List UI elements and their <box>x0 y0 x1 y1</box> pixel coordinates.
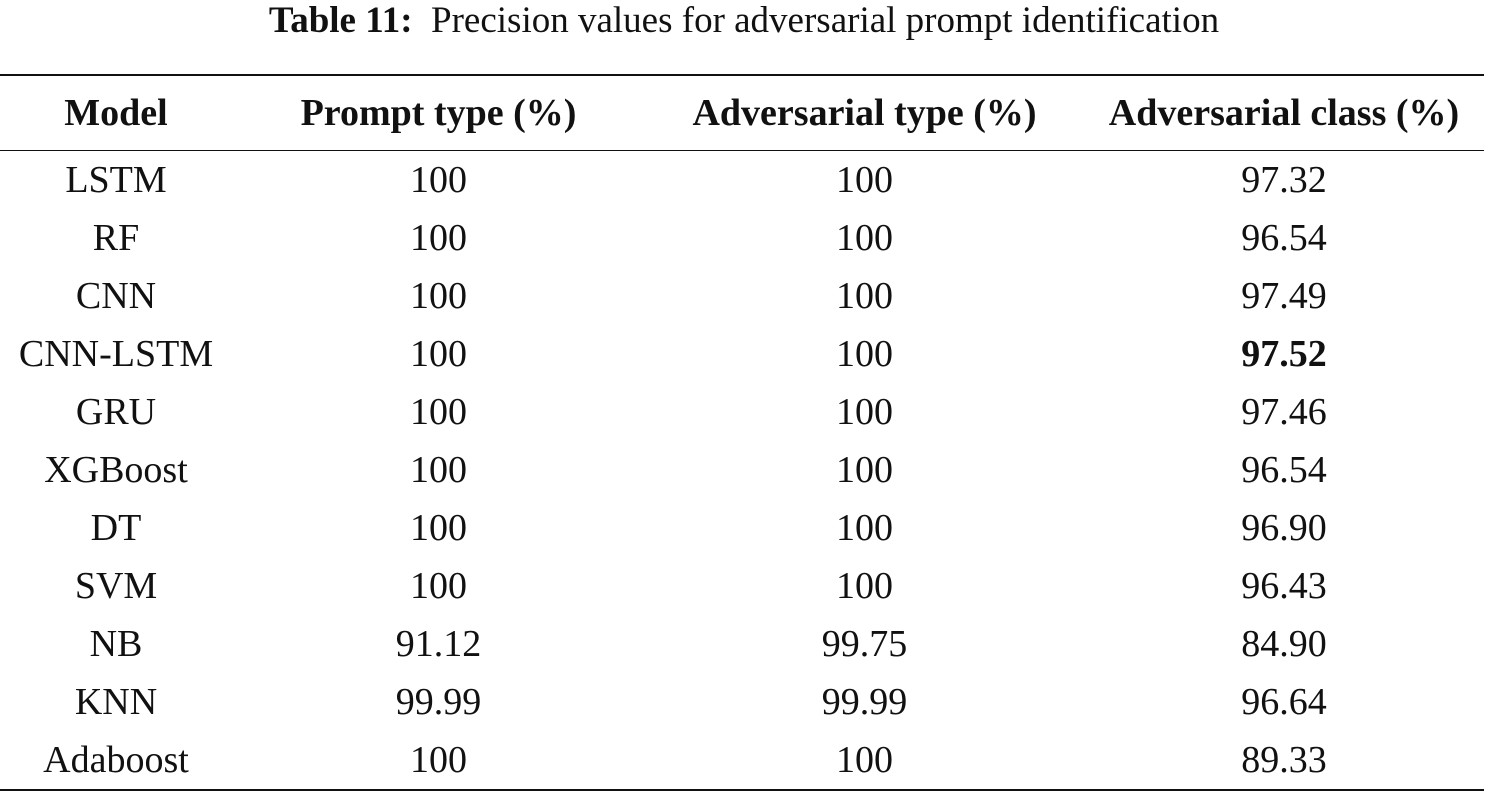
header-adversarial-class: Adversarial class (%) <box>1084 75 1484 151</box>
cell-adversarial-class: 97.52 <box>1241 333 1327 375</box>
header-row: Model Prompt type (%) Adversarial type (… <box>0 75 1484 151</box>
cell-adversarial-type: 100 <box>836 449 893 491</box>
cell-model: GRU <box>75 391 157 433</box>
cell-adversarial-class: 96.43 <box>1241 565 1327 607</box>
cell-adversarial-class: 97.46 <box>1241 391 1327 433</box>
table-row: XGBoost 100 100 96.54 <box>0 441 1484 499</box>
cell-adversarial-type: 100 <box>836 333 893 375</box>
table-caption: Table 11: Precision values for adversari… <box>0 0 1488 46</box>
cell-model: CNN <box>75 275 157 317</box>
cell-adversarial-type: 100 <box>836 159 893 201</box>
header-adversarial-type: Adversarial type (%) <box>645 75 1084 151</box>
cell-model: KNN <box>74 681 158 723</box>
cell-adversarial-type: 100 <box>836 391 893 433</box>
cell-prompt-type: 100 <box>410 333 467 375</box>
cell-adversarial-class: 96.54 <box>1241 217 1327 259</box>
cell-prompt-type: 100 <box>410 391 467 433</box>
header-prompt-type: Prompt type (%) <box>232 75 645 151</box>
cell-adversarial-type: 100 <box>836 565 893 607</box>
cell-adversarial-class: 89.33 <box>1241 739 1327 781</box>
cell-adversarial-class: 97.32 <box>1241 159 1327 201</box>
cell-adversarial-type: 100 <box>836 739 893 781</box>
cell-adversarial-type: 99.99 <box>821 681 908 723</box>
cell-prompt-type: 100 <box>410 739 467 781</box>
cell-prompt-type: 100 <box>410 507 467 549</box>
cell-prompt-type: 100 <box>410 565 467 607</box>
cell-model: SVM <box>74 565 158 607</box>
cell-prompt-type: 100 <box>410 217 467 259</box>
table-row: GRU 100 100 97.46 <box>0 383 1484 441</box>
header-model: Model <box>0 75 232 151</box>
caption-label: Table 11: <box>268 0 413 41</box>
cell-adversarial-class: 96.64 <box>1241 681 1327 723</box>
cell-adversarial-class: 97.49 <box>1241 275 1327 317</box>
table-row: Adaboost 100 100 89.33 <box>0 731 1484 790</box>
cell-prompt-type: 100 <box>410 275 467 317</box>
cell-prompt-type: 100 <box>410 159 467 201</box>
cell-prompt-type: 99.99 <box>395 681 482 723</box>
table-row: SVM 100 100 96.43 <box>0 557 1484 615</box>
cell-adversarial-type: 99.75 <box>821 623 908 665</box>
table-row: CNN 100 100 97.49 <box>0 267 1484 325</box>
precision-table: Model Prompt type (%) Adversarial type (… <box>0 74 1484 791</box>
table-row: NB 91.12 99.75 84.90 <box>0 615 1484 673</box>
cell-model: XGBoost <box>44 449 188 491</box>
table-row: LSTM 100 100 97.32 <box>0 151 1484 210</box>
cell-model: CNN-LSTM <box>18 333 214 375</box>
table-row: CNN-LSTM 100 100 97.52 <box>0 325 1484 383</box>
cell-model: RF <box>92 217 140 259</box>
cell-adversarial-type: 100 <box>836 275 893 317</box>
cell-adversarial-class: 96.90 <box>1241 507 1327 549</box>
cell-adversarial-type: 100 <box>836 217 893 259</box>
cell-adversarial-class: 96.54 <box>1241 449 1327 491</box>
cell-prompt-type: 91.12 <box>395 623 482 665</box>
cell-adversarial-type: 100 <box>836 507 893 549</box>
table-row: KNN 99.99 99.99 96.64 <box>0 673 1484 731</box>
cell-prompt-type: 100 <box>410 449 467 491</box>
table-row: RF 100 100 96.54 <box>0 209 1484 267</box>
cell-model: LSTM <box>65 159 167 201</box>
cell-model: DT <box>90 507 142 549</box>
cell-model: NB <box>89 623 143 665</box>
table-body: LSTM 100 100 97.32 RF 100 100 96.54 CNN 100 100 97.… <box>0 151 1484 791</box>
cell-model: Adaboost <box>43 739 189 781</box>
cell-adversarial-class: 84.90 <box>1241 623 1327 665</box>
caption-text: Precision values for adversarial prompt … <box>431 0 1220 41</box>
table-row: DT 100 100 96.90 <box>0 499 1484 557</box>
